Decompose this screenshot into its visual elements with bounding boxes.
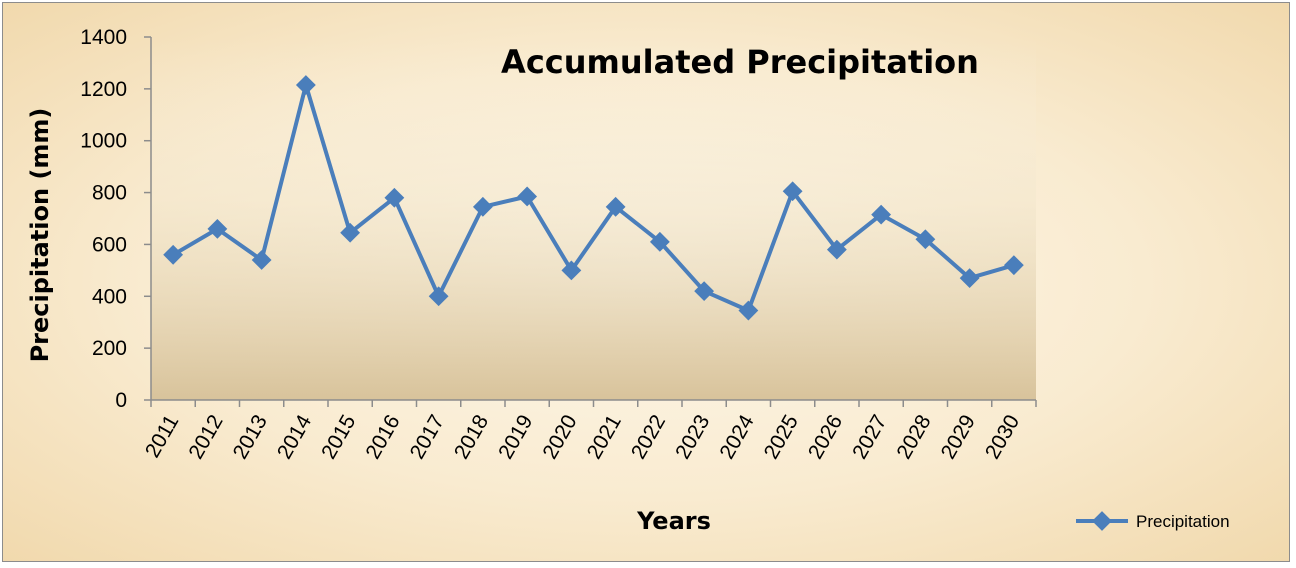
data-point-marker <box>959 268 980 289</box>
x-tick-label: 2028 <box>892 411 935 463</box>
x-tick-label: 2030 <box>981 411 1024 463</box>
x-tick-label: 2021 <box>583 411 626 463</box>
series-line <box>172 83 1015 313</box>
x-tick-label: 2025 <box>760 411 803 463</box>
x-tick-label: 2011 <box>141 411 184 462</box>
data-point-marker <box>340 222 361 243</box>
x-tick-label: 2029 <box>937 411 980 463</box>
x-tick-label: 2018 <box>450 411 493 463</box>
y-tick-label: 0 <box>115 389 127 412</box>
data-point-marker <box>384 187 405 208</box>
data-point-marker <box>472 196 493 217</box>
x-tick-label: 2017 <box>406 411 449 463</box>
y-tick-label: 600 <box>92 233 127 256</box>
y-tick-label: 1200 <box>80 78 127 101</box>
x-tick-label: 2024 <box>715 411 758 463</box>
data-point-marker <box>738 300 759 321</box>
x-tick-label: 2016 <box>361 411 404 463</box>
y-tick-label: 400 <box>92 285 127 308</box>
y-axis-title: Precipitation (mm) <box>26 108 54 363</box>
x-tick-label: 2023 <box>671 411 714 463</box>
x-axis-title: Years <box>636 507 711 535</box>
x-axis: 2011 2012 2013 2014 2015 2016 2017 2018 2019 2020… <box>141 399 1037 463</box>
legend: Precipitation <box>1076 511 1230 531</box>
y-tick-label: 200 <box>92 337 127 360</box>
x-tick-label: 2019 <box>494 411 537 463</box>
legend-marker <box>1092 511 1112 531</box>
y-tick-label: 800 <box>92 182 127 205</box>
y-tick-label: 1400 <box>80 26 127 49</box>
x-tick-label: 2022 <box>627 411 670 463</box>
data-point-marker <box>295 75 316 95</box>
plot-area <box>151 37 1036 400</box>
data-point-marker <box>251 250 272 270</box>
x-tick-label: 2012 <box>184 411 227 463</box>
x-tick-label: 2026 <box>804 411 847 463</box>
data-point-marker <box>428 286 449 307</box>
y-axis: 0 200 400 600 800 1000 1200 1400 <box>80 26 152 412</box>
data-point-marker <box>694 281 715 301</box>
x-tick-label: 2015 <box>317 411 360 463</box>
x-tick-label: 2020 <box>538 411 581 463</box>
data-point-marker <box>1003 255 1024 276</box>
data-point-marker <box>207 218 228 239</box>
y-tick-label: 1000 <box>80 130 127 153</box>
data-point-marker <box>561 260 582 281</box>
x-tick-label: 2013 <box>229 411 272 463</box>
chart-title: Accumulated Precipitation <box>501 43 979 81</box>
x-tick-label: 2027 <box>848 411 891 463</box>
x-tick-label: 2014 <box>273 411 316 463</box>
legend-label: Precipitation <box>1136 512 1230 531</box>
